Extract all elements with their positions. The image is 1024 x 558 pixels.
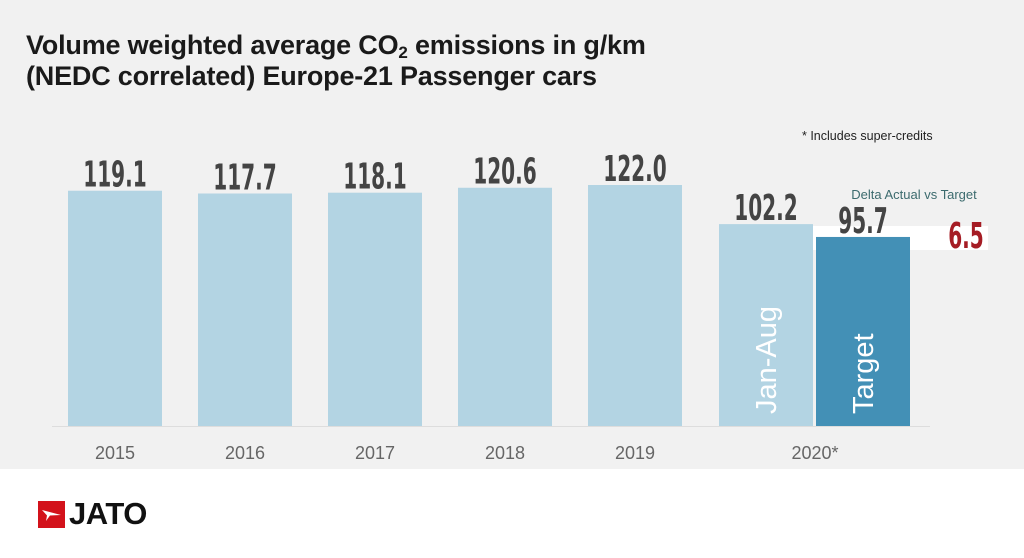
bar-2015 bbox=[68, 190, 162, 426]
x-tick-label: 2016 bbox=[225, 443, 265, 463]
x-tick-label: 2020* bbox=[791, 443, 838, 463]
bar-2018 bbox=[458, 187, 552, 426]
jato-logo: JATO bbox=[38, 496, 147, 531]
bar-jan-aug bbox=[719, 224, 813, 426]
delta-label: Delta Actual vs Target bbox=[851, 187, 977, 202]
footnote: * Includes super-credits bbox=[802, 129, 933, 143]
jato-logo-text: JATO bbox=[69, 496, 147, 531]
jato-logo-icon bbox=[38, 500, 65, 528]
data-label: 117.7 bbox=[213, 157, 276, 199]
bar-target bbox=[816, 236, 910, 426]
bar-inner-label: Jan-Aug bbox=[751, 306, 783, 414]
x-tick-label: 2017 bbox=[355, 443, 395, 463]
title-subscript: 2 bbox=[398, 43, 408, 62]
bar-2016 bbox=[198, 193, 292, 426]
data-label: 120.6 bbox=[473, 151, 536, 193]
data-label: 119.1 bbox=[83, 154, 146, 196]
data-label: 102.2 bbox=[734, 188, 797, 230]
bar-2017 bbox=[328, 192, 422, 426]
bar-inner-label: Target bbox=[848, 333, 880, 414]
bar-2019 bbox=[588, 185, 682, 426]
x-tick-label: 2015 bbox=[95, 443, 135, 463]
data-label: 95.7 bbox=[838, 201, 888, 243]
x-tick-label: 2019 bbox=[615, 443, 655, 463]
bar-chart: 119.1 117.7 118.1 120.6 122.0 102.2 Jan-Aug 95.… bbox=[52, 149, 988, 463]
title-line1-end: emissions in g/km bbox=[407, 30, 646, 60]
x-tick-label: 2018 bbox=[485, 443, 525, 463]
title-line2: (NEDC correlated) Europe-21 Passenger ca… bbox=[26, 61, 597, 91]
title-line1: Volume weighted average CO bbox=[26, 30, 399, 60]
data-label: 122.0 bbox=[603, 149, 666, 191]
delta-value: 6.5 bbox=[948, 216, 984, 258]
chart-title: Volume weighted average CO2 emissions in… bbox=[26, 30, 646, 92]
data-label: 118.1 bbox=[343, 156, 406, 198]
